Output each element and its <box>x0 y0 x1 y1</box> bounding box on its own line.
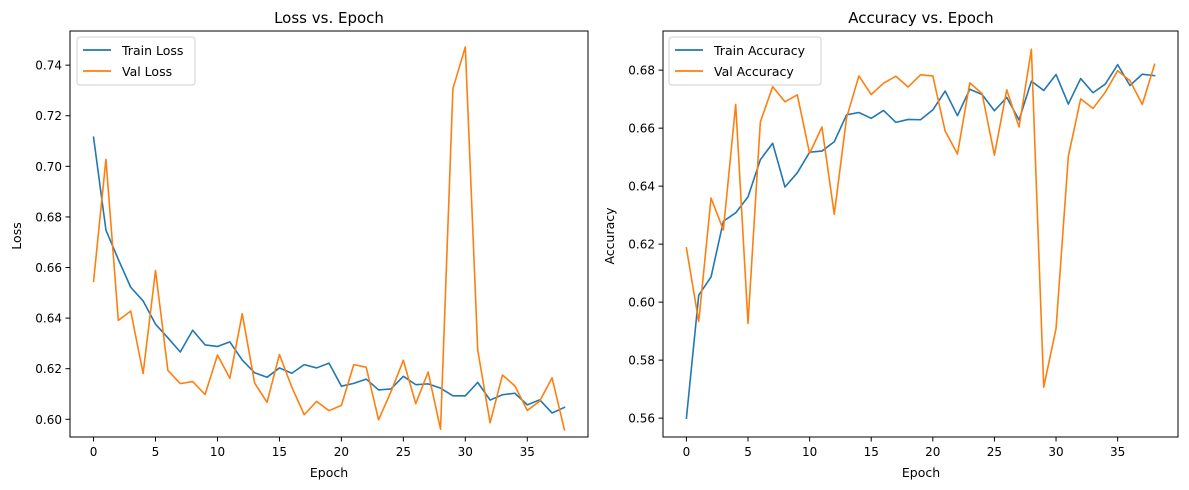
accuracy-xtick-label: 15 <box>864 445 879 459</box>
accuracy-legend-label-train: Train Accuracy <box>713 43 806 58</box>
accuracy-series-line-train <box>685 63 1156 420</box>
loss-legend-label-val: Val Loss <box>122 64 172 79</box>
loss-ytick-label: 0.68 <box>35 210 62 224</box>
loss-xtick-label: 5 <box>152 445 160 459</box>
loss-xtick-label: 20 <box>334 445 349 459</box>
accuracy-series-line-val <box>685 48 1156 388</box>
accuracy-ytick-label: 0.58 <box>628 354 655 368</box>
loss-ytick-label: 0.72 <box>35 109 62 123</box>
accuracy-xtick-label: 10 <box>802 445 817 459</box>
loss-chart-panel: Loss vs. Epoch Epoch Loss 0 5 10 15 20 25 30 35… <box>9 9 589 480</box>
loss-xtick-label: 0 <box>90 445 98 459</box>
loss-xtick-label: 30 <box>458 445 473 459</box>
loss-ytick-label: 0.66 <box>35 261 62 275</box>
loss-xtick-label: 25 <box>396 445 411 459</box>
loss-chart-legend: Train Loss Val Loss <box>76 36 196 86</box>
accuracy-xtick-label: 30 <box>1048 445 1063 459</box>
loss-chart-lines <box>92 46 566 431</box>
accuracy-legend-label-val: Val Accuracy <box>714 64 794 79</box>
accuracy-legend-box <box>668 36 822 86</box>
accuracy-chart-panel: Accuracy vs. Epoch Epoch Accuracy 0 5 10 15… <box>602 9 1179 480</box>
accuracy-ytick-label: 0.62 <box>628 238 655 252</box>
loss-ytick-label: 0.62 <box>35 362 62 376</box>
accuracy-xtick-label: 5 <box>744 445 752 459</box>
accuracy-xtick-label: 20 <box>925 445 940 459</box>
accuracy-ytick-label: 0.66 <box>628 122 655 136</box>
accuracy-xtick-label: 25 <box>987 445 1002 459</box>
accuracy-chart-ylabel: Accuracy <box>602 207 617 265</box>
accuracy-ytick-label: 0.68 <box>628 64 655 78</box>
accuracy-ytick-label: 0.60 <box>628 296 655 310</box>
loss-legend-label-train: Train Loss <box>121 43 183 58</box>
accuracy-chart-xlabel: Epoch <box>902 465 940 480</box>
loss-ytick-label: 0.64 <box>35 312 62 326</box>
loss-chart-frame <box>69 30 589 438</box>
accuracy-xtick-label: 35 <box>1110 445 1125 459</box>
loss-ytick-label: 0.60 <box>35 413 62 427</box>
loss-chart-ticks: 0 5 10 15 20 25 30 35 0.60 0.62 0.64 0.66 0.68 0.70 0.… <box>35 59 535 459</box>
accuracy-chart-legend: Train Accuracy Val Accuracy <box>668 36 822 86</box>
loss-chart-ylabel: Loss <box>9 222 24 249</box>
accuracy-ytick-label: 0.56 <box>628 412 655 426</box>
loss-legend-box <box>76 36 196 86</box>
accuracy-xtick-label: 0 <box>683 445 691 459</box>
loss-xtick-label: 10 <box>210 445 225 459</box>
loss-xtick-label: 35 <box>520 445 535 459</box>
accuracy-chart-title: Accuracy vs. Epoch <box>848 9 993 27</box>
loss-ytick-label: 0.74 <box>35 59 62 73</box>
accuracy-chart-frame <box>662 30 1179 438</box>
loss-ytick-label: 0.70 <box>35 160 62 174</box>
loss-chart-title: Loss vs. Epoch <box>274 9 384 27</box>
accuracy-chart-lines <box>685 48 1156 420</box>
loss-chart-xlabel: Epoch <box>310 465 348 480</box>
accuracy-chart-ticks: 0 5 10 15 20 25 30 35 0.56 0.58 0.60 0.62 0.64 0.66 0.… <box>628 64 1125 459</box>
accuracy-ytick-label: 0.64 <box>628 180 655 194</box>
loss-series-line-val <box>92 46 566 431</box>
loss-xtick-label: 15 <box>272 445 287 459</box>
